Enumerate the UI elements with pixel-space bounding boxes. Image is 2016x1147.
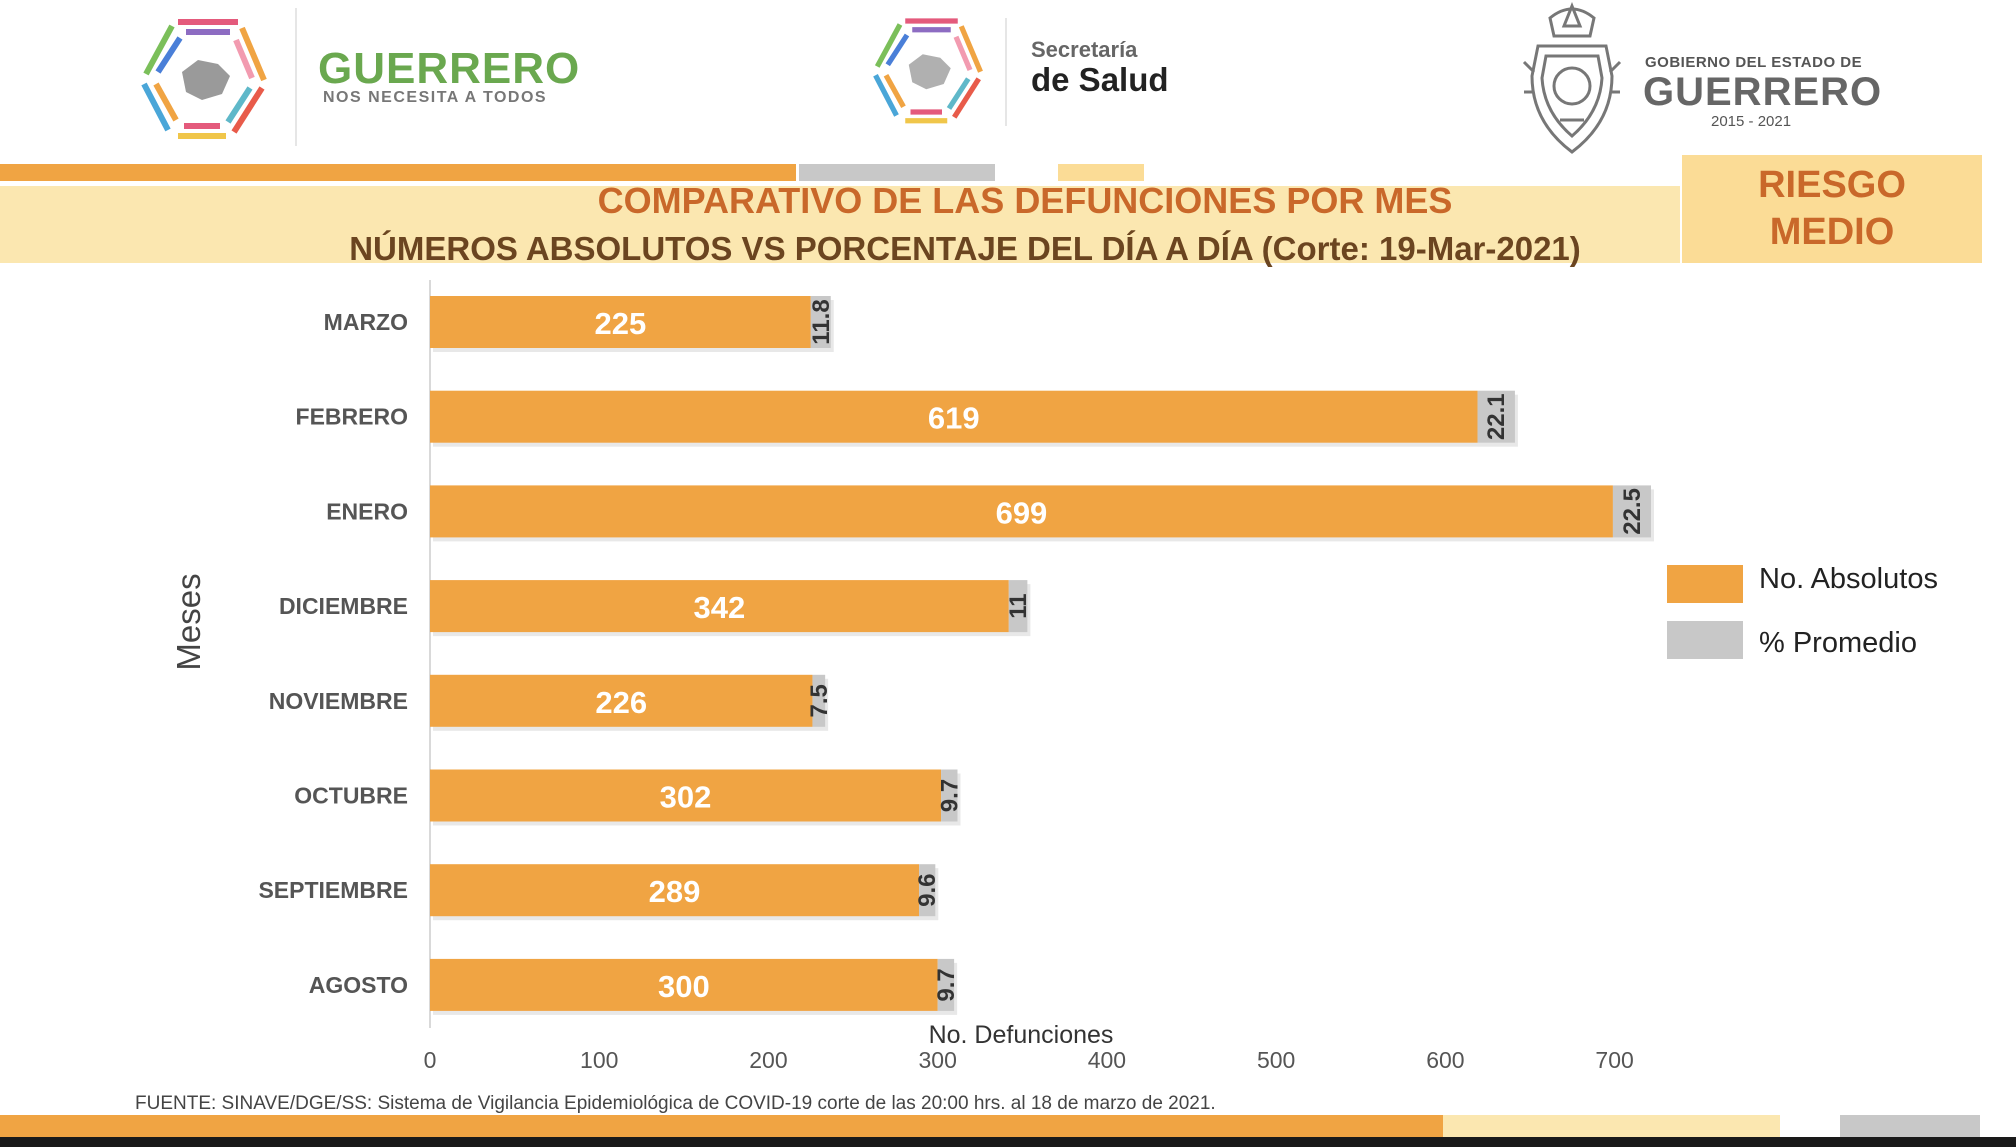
data-label-promedio: 7.5: [806, 684, 833, 717]
data-label-promedio: 22.5: [1619, 488, 1646, 535]
x-tick-label: 100: [580, 1047, 618, 1073]
data-label-promedio: 22.1: [1483, 393, 1510, 440]
bottom-stripe-orange: [0, 1115, 1443, 1137]
category-label: ENERO: [326, 498, 408, 524]
x-tick-label: 200: [749, 1047, 787, 1073]
x-tick-label: 300: [919, 1047, 957, 1073]
category-label: DICIEMBRE: [279, 593, 408, 619]
category-label: NOVIEMBRE: [269, 688, 408, 714]
data-label-promedio: 11.8: [808, 299, 835, 344]
x-tick-label: 700: [1595, 1047, 1633, 1073]
bottom-dark-bar: [0, 1137, 2016, 1147]
x-tick-label: 600: [1426, 1047, 1464, 1073]
category-label: AGOSTO: [309, 972, 408, 998]
data-label-absolutos: 226: [595, 685, 647, 720]
category-label: FEBRERO: [296, 404, 408, 430]
legend-swatch-absolutos: [1667, 565, 1743, 603]
data-label-absolutos: 300: [658, 969, 710, 1004]
legend-label-absolutos: No. Absolutos: [1759, 563, 1938, 596]
data-label-promedio: 9.7: [933, 968, 960, 1001]
data-label-absolutos: 619: [928, 401, 980, 436]
source-note: FUENTE: SINAVE/DGE/SS: Sistema de Vigila…: [135, 1093, 1216, 1115]
legend-swatch-promedio: [1667, 621, 1743, 659]
data-label-promedio: 9.7: [936, 779, 963, 812]
x-tick-label: 400: [1088, 1047, 1126, 1073]
legend-label-promedio: % Promedio: [1759, 627, 1917, 660]
data-label-absolutos: 699: [996, 495, 1048, 530]
x-axis-title: No. Defunciones: [929, 1021, 1114, 1049]
data-label-promedio: 11: [1005, 593, 1032, 618]
bottom-stripe-yellow: [1443, 1115, 1780, 1137]
data-label-absolutos: 302: [660, 780, 712, 815]
y-axis-title: Meses: [170, 573, 207, 670]
data-label-absolutos: 342: [694, 590, 746, 625]
bottom-stripe-gray: [1840, 1115, 1980, 1137]
category-label: OCTUBRE: [294, 783, 408, 809]
data-label-promedio: 9.6: [914, 874, 941, 907]
data-label-absolutos: 225: [595, 306, 647, 341]
x-tick-label: 500: [1257, 1047, 1295, 1073]
category-label: MARZO: [324, 309, 408, 335]
data-label-absolutos: 289: [649, 874, 701, 909]
x-tick-label: 0: [424, 1047, 437, 1073]
category-label: SEPTIEMBRE: [258, 877, 408, 903]
